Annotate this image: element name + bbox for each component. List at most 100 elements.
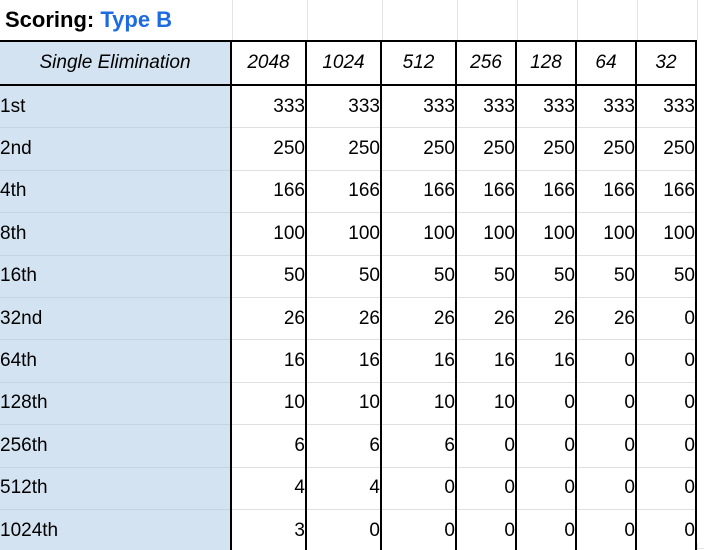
- cell[interactable]: 166: [635, 169, 697, 213]
- cell[interactable]: 16: [515, 339, 576, 383]
- cell[interactable]: 0: [380, 466, 456, 510]
- cell[interactable]: 0: [455, 424, 516, 468]
- cell[interactable]: 26: [455, 296, 516, 340]
- cell[interactable]: 26: [230, 296, 306, 340]
- cell[interactable]: 0: [635, 466, 697, 510]
- cell[interactable]: 0: [515, 466, 576, 510]
- cell[interactable]: 100: [515, 212, 576, 256]
- cell[interactable]: 26: [575, 296, 636, 340]
- cell[interactable]: 0: [515, 424, 576, 468]
- cell[interactable]: 0: [635, 381, 697, 425]
- cell[interactable]: 0: [380, 508, 456, 550]
- cell[interactable]: 250: [230, 127, 306, 171]
- cell[interactable]: 50: [380, 254, 456, 298]
- cell[interactable]: 0: [575, 424, 636, 468]
- row-label-cell[interactable]: 256th: [0, 424, 231, 468]
- column-header-cell[interactable]: 32: [635, 40, 697, 86]
- cell[interactable]: 166: [305, 169, 381, 213]
- cell[interactable]: 0: [455, 466, 516, 510]
- cell[interactable]: 0: [515, 508, 576, 550]
- row-label-cell[interactable]: 64th: [0, 339, 231, 383]
- cell[interactable]: 3: [230, 508, 306, 550]
- cell[interactable]: 16: [305, 339, 381, 383]
- cell[interactable]: 100: [230, 212, 306, 256]
- cell[interactable]: 26: [380, 296, 456, 340]
- cell[interactable]: 16: [380, 339, 456, 383]
- cell[interactable]: 50: [455, 254, 516, 298]
- cell[interactable]: 10: [380, 381, 456, 425]
- row-label-cell[interactable]: 16th: [0, 254, 231, 298]
- cell[interactable]: 333: [635, 85, 697, 128]
- column-header-cell[interactable]: 1024: [305, 40, 381, 86]
- cell[interactable]: 333: [305, 85, 381, 128]
- cell[interactable]: 166: [230, 169, 306, 213]
- cell[interactable]: 333: [575, 85, 636, 128]
- cell[interactable]: 16: [230, 339, 306, 383]
- cell[interactable]: 50: [575, 254, 636, 298]
- cell[interactable]: 333: [455, 85, 516, 128]
- cell[interactable]: 166: [515, 169, 576, 213]
- header-label-cell[interactable]: Single Elimination: [0, 40, 231, 86]
- cell[interactable]: 4: [305, 466, 381, 510]
- column-header-cell[interactable]: 512: [380, 40, 456, 86]
- cell[interactable]: 50: [635, 254, 697, 298]
- sheet-title[interactable]: Scoring: Type B: [0, 0, 172, 40]
- cell[interactable]: 0: [635, 339, 697, 383]
- cell[interactable]: 100: [575, 212, 636, 256]
- row-label-cell[interactable]: 8th: [0, 212, 231, 256]
- cell[interactable]: 100: [380, 212, 456, 256]
- cell[interactable]: 250: [575, 127, 636, 171]
- cell[interactable]: 10: [305, 381, 381, 425]
- cell[interactable]: 0: [575, 466, 636, 510]
- cell[interactable]: 6: [380, 424, 456, 468]
- row-label-cell[interactable]: 4th: [0, 169, 231, 213]
- column-header-cell[interactable]: 128: [515, 40, 576, 86]
- row-label-cell[interactable]: 2nd: [0, 127, 231, 171]
- row-label-cell[interactable]: 32nd: [0, 296, 231, 340]
- cell[interactable]: 6: [305, 424, 381, 468]
- cell[interactable]: 333: [515, 85, 576, 128]
- cell[interactable]: 50: [230, 254, 306, 298]
- cell[interactable]: 166: [455, 169, 516, 213]
- cell[interactable]: 250: [515, 127, 576, 171]
- cell[interactable]: 6: [230, 424, 306, 468]
- cell[interactable]: 16: [455, 339, 516, 383]
- cell[interactable]: 0: [575, 508, 636, 550]
- row-label-cell[interactable]: 512th: [0, 466, 231, 510]
- cell[interactable]: 100: [635, 212, 697, 256]
- column-header-cell[interactable]: 2048: [230, 40, 306, 86]
- row-label-cell[interactable]: 128th: [0, 381, 231, 425]
- cell[interactable]: 10: [230, 381, 306, 425]
- cell[interactable]: 0: [575, 339, 636, 383]
- cell[interactable]: 4: [230, 466, 306, 510]
- cell[interactable]: 100: [305, 212, 381, 256]
- cell[interactable]: 0: [515, 381, 576, 425]
- cell[interactable]: 10: [455, 381, 516, 425]
- cell[interactable]: 0: [635, 296, 697, 340]
- cell[interactable]: 250: [635, 127, 697, 171]
- cell[interactable]: 0: [455, 508, 516, 550]
- cell[interactable]: 250: [455, 127, 516, 171]
- cell[interactable]: 0: [635, 424, 697, 468]
- cell[interactable]: 0: [575, 381, 636, 425]
- cell[interactable]: 166: [575, 169, 636, 213]
- title-prefix: Scoring:: [5, 7, 101, 32]
- table-row: 1024th 3 0 0 0 0 0 0: [0, 508, 697, 550]
- cell[interactable]: 50: [305, 254, 381, 298]
- row-label-cell[interactable]: 1024th: [0, 508, 231, 550]
- header-row: Single Elimination 2048 1024 512 256 128…: [0, 40, 697, 86]
- cell[interactable]: 100: [455, 212, 516, 256]
- cell[interactable]: 333: [380, 85, 456, 128]
- cell[interactable]: 0: [305, 508, 381, 550]
- cell[interactable]: 0: [635, 508, 697, 550]
- cell[interactable]: 26: [515, 296, 576, 340]
- cell[interactable]: 250: [305, 127, 381, 171]
- cell[interactable]: 26: [305, 296, 381, 340]
- cell[interactable]: 333: [230, 85, 306, 128]
- row-label-cell[interactable]: 1st: [0, 85, 231, 128]
- column-header-cell[interactable]: 64: [575, 40, 636, 86]
- column-header-cell[interactable]: 256: [455, 40, 516, 86]
- cell[interactable]: 166: [380, 169, 456, 213]
- cell[interactable]: 50: [515, 254, 576, 298]
- cell[interactable]: 250: [380, 127, 456, 171]
